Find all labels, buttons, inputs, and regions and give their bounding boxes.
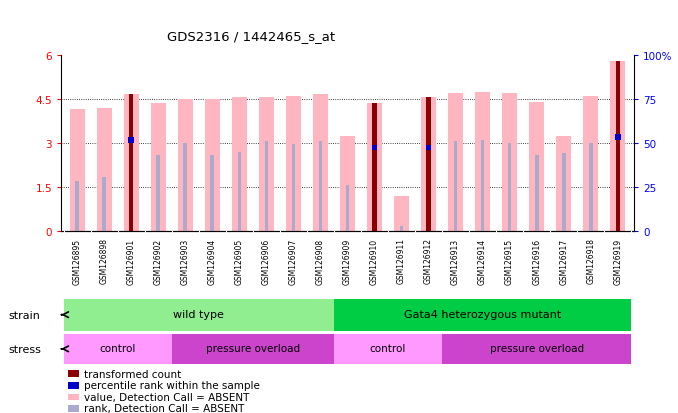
Bar <box>232 98 247 231</box>
Bar <box>313 95 328 231</box>
Bar <box>124 95 139 231</box>
Text: control: control <box>100 343 136 353</box>
Text: GSM126912: GSM126912 <box>424 238 433 284</box>
Bar <box>129 140 133 231</box>
Bar <box>64 299 334 331</box>
Bar <box>589 143 593 231</box>
Bar <box>530 102 544 231</box>
Bar <box>340 136 355 231</box>
Bar <box>210 155 214 231</box>
Text: GSM126913: GSM126913 <box>451 238 460 284</box>
Text: GSM126918: GSM126918 <box>586 238 595 284</box>
Text: transformed count: transformed count <box>84 369 181 379</box>
Text: GSM126907: GSM126907 <box>289 238 298 284</box>
Text: GSM126919: GSM126919 <box>613 238 622 284</box>
Text: GSM126911: GSM126911 <box>397 238 406 284</box>
Bar <box>102 177 106 231</box>
Bar <box>346 186 349 231</box>
Text: GSM126908: GSM126908 <box>316 238 325 284</box>
Bar <box>372 145 378 150</box>
Bar <box>264 142 268 231</box>
Bar <box>454 142 458 231</box>
Bar <box>562 154 565 231</box>
Bar <box>394 196 409 231</box>
Text: GSM126902: GSM126902 <box>154 238 163 284</box>
Text: GSM126903: GSM126903 <box>181 238 190 284</box>
Text: GSM126914: GSM126914 <box>478 238 487 284</box>
Bar <box>286 97 301 231</box>
Bar <box>616 138 620 231</box>
Bar <box>97 109 112 231</box>
Bar <box>442 334 631 364</box>
Bar <box>334 334 442 364</box>
Bar <box>151 104 165 231</box>
Bar <box>426 145 431 150</box>
Bar <box>426 148 431 231</box>
Bar <box>610 62 625 231</box>
Text: percentile rank within the sample: percentile rank within the sample <box>84 380 260 390</box>
Bar <box>178 100 193 231</box>
Text: GSM126898: GSM126898 <box>100 238 108 284</box>
Text: GSM126917: GSM126917 <box>559 238 568 284</box>
Bar <box>205 100 220 231</box>
Bar <box>70 110 85 231</box>
Bar <box>502 94 517 231</box>
Text: pressure overload: pressure overload <box>490 343 584 353</box>
Text: strain: strain <box>8 310 40 320</box>
Text: GSM126895: GSM126895 <box>73 238 82 284</box>
Text: GDS2316 / 1442465_s_at: GDS2316 / 1442465_s_at <box>167 31 335 43</box>
Bar <box>426 98 431 231</box>
Bar <box>334 299 631 331</box>
Text: GSM126916: GSM126916 <box>532 238 541 284</box>
Bar <box>399 227 403 231</box>
Text: GSM126915: GSM126915 <box>505 238 514 284</box>
Bar <box>421 98 436 231</box>
Text: pressure overload: pressure overload <box>206 343 300 353</box>
Text: stress: stress <box>8 344 41 354</box>
Bar <box>129 95 134 231</box>
Text: GSM126906: GSM126906 <box>262 238 271 284</box>
Bar <box>535 155 538 231</box>
Text: wild type: wild type <box>174 309 224 319</box>
Text: GSM126909: GSM126909 <box>343 238 352 284</box>
Text: GSM126901: GSM126901 <box>127 238 136 284</box>
Text: rank, Detection Call = ABSENT: rank, Detection Call = ABSENT <box>84 404 245 413</box>
Bar <box>508 143 511 231</box>
Text: control: control <box>370 343 406 353</box>
Bar <box>172 334 334 364</box>
Bar <box>157 155 160 231</box>
Bar <box>128 138 134 143</box>
Bar <box>373 148 376 231</box>
Bar <box>372 104 376 231</box>
Text: Gata4 heterozygous mutant: Gata4 heterozygous mutant <box>404 309 561 319</box>
Text: GSM126910: GSM126910 <box>370 238 379 284</box>
Bar <box>481 140 485 231</box>
Bar <box>75 182 79 231</box>
Bar <box>367 104 382 231</box>
Bar <box>448 94 463 231</box>
Bar <box>237 152 241 231</box>
Bar <box>615 135 620 140</box>
Text: value, Detection Call = ABSENT: value, Detection Call = ABSENT <box>84 392 250 402</box>
Bar <box>259 98 274 231</box>
Bar <box>616 62 620 231</box>
Bar <box>475 93 490 231</box>
Bar <box>583 97 598 231</box>
Text: GSM126905: GSM126905 <box>235 238 244 284</box>
Bar <box>184 143 187 231</box>
Bar <box>64 334 172 364</box>
Bar <box>556 136 571 231</box>
Bar <box>292 145 296 231</box>
Bar <box>319 142 322 231</box>
Text: GSM126904: GSM126904 <box>208 238 217 284</box>
